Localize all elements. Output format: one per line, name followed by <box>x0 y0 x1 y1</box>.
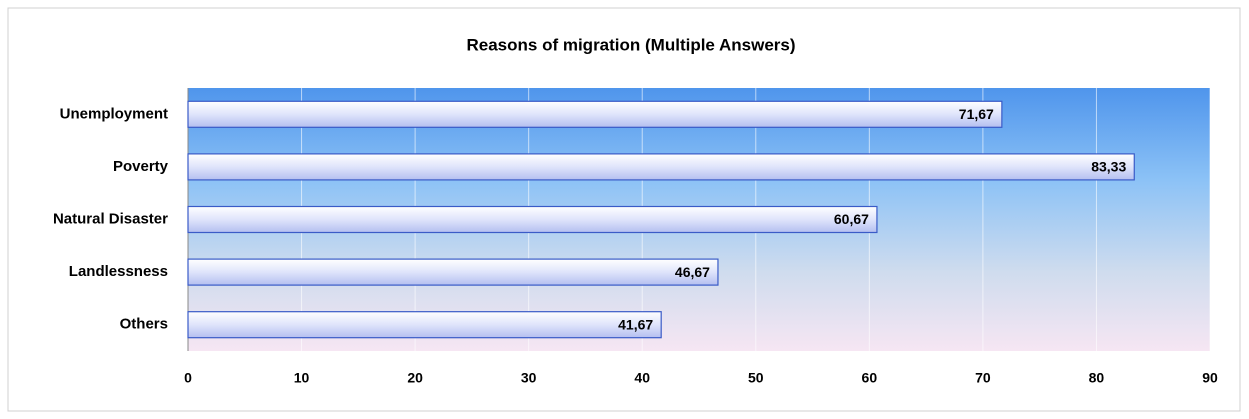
x-tick-label: 90 <box>1202 370 1218 386</box>
data-label: 71,67 <box>959 106 994 122</box>
x-tick-label: 20 <box>407 370 423 386</box>
x-tick-label: 30 <box>521 370 537 386</box>
x-tick-label: 50 <box>748 370 764 386</box>
bar <box>187 100 1003 128</box>
data-label: 60,67 <box>834 211 869 227</box>
x-tick-label: 80 <box>1089 370 1105 386</box>
bar <box>187 205 878 234</box>
chart-title: Reasons of migration (Multiple Answers) <box>466 35 795 54</box>
y-tick-label: Natural Disaster <box>53 210 168 227</box>
x-tick-label: 10 <box>294 370 310 386</box>
data-label: 46,67 <box>675 264 710 280</box>
data-label: 83,33 <box>1091 159 1126 175</box>
y-tick-label: Others <box>120 316 168 333</box>
bar <box>187 153 1135 181</box>
x-tick-label: 70 <box>975 370 991 386</box>
data-label: 41,67 <box>618 316 653 332</box>
x-tick-label: 0 <box>184 370 192 386</box>
bar <box>187 311 662 339</box>
bar <box>187 258 719 286</box>
y-tick-label: Unemployment <box>60 105 168 122</box>
x-tick-label: 40 <box>634 370 650 386</box>
x-tick-label: 60 <box>862 370 878 386</box>
y-tick-label: Poverty <box>113 158 169 175</box>
y-tick-label: Landlessness <box>69 263 168 280</box>
